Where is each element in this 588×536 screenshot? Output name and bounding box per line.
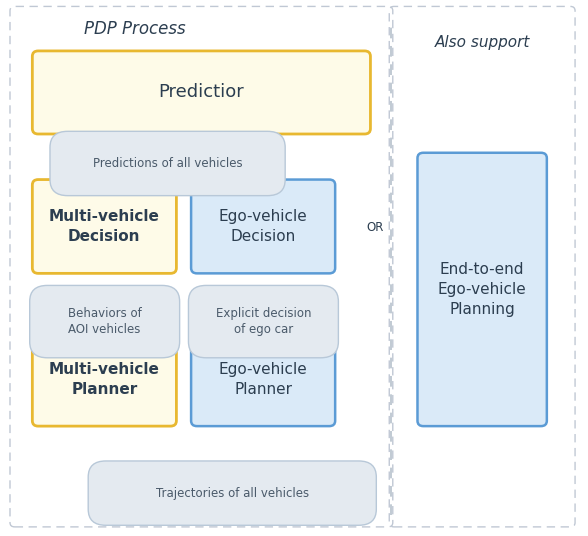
Text: Trajectories of all vehicles: Trajectories of all vehicles bbox=[156, 487, 309, 500]
Text: Multi-vehicle
Decision: Multi-vehicle Decision bbox=[49, 209, 160, 244]
FancyBboxPatch shape bbox=[29, 285, 179, 358]
Text: Predictions of all vehicles: Predictions of all vehicles bbox=[93, 157, 242, 170]
FancyBboxPatch shape bbox=[191, 180, 335, 273]
Text: Predictior: Predictior bbox=[159, 84, 244, 101]
Text: Ego-vehicle
Planner: Ego-vehicle Planner bbox=[219, 362, 308, 397]
Text: Explicit decision
of ego car: Explicit decision of ego car bbox=[216, 307, 311, 336]
Text: Multi-vehicle
Planner: Multi-vehicle Planner bbox=[49, 362, 160, 397]
FancyBboxPatch shape bbox=[32, 332, 176, 426]
FancyBboxPatch shape bbox=[417, 153, 547, 426]
FancyBboxPatch shape bbox=[50, 131, 285, 196]
FancyBboxPatch shape bbox=[88, 461, 376, 525]
FancyBboxPatch shape bbox=[188, 285, 339, 358]
Text: End-to-end
Ego-vehicle
Planning: End-to-end Ego-vehicle Planning bbox=[438, 262, 526, 317]
Text: PDP Process: PDP Process bbox=[85, 20, 186, 39]
Text: Behaviors of
AOI vehicles: Behaviors of AOI vehicles bbox=[68, 307, 142, 336]
FancyBboxPatch shape bbox=[32, 180, 176, 273]
FancyBboxPatch shape bbox=[191, 332, 335, 426]
Text: Also support: Also support bbox=[435, 35, 530, 50]
Text: OR: OR bbox=[366, 221, 384, 234]
FancyBboxPatch shape bbox=[32, 51, 370, 134]
Text: Ego-vehicle
Decision: Ego-vehicle Decision bbox=[219, 209, 308, 244]
